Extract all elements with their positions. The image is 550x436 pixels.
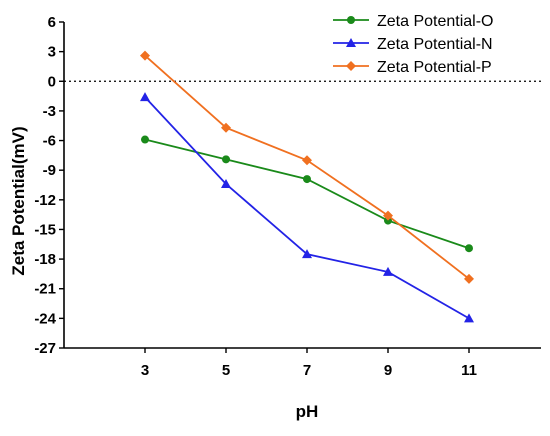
data-point (465, 244, 473, 253)
data-series (140, 50, 474, 323)
x-tick-label: 11 (461, 362, 477, 379)
x-tick-label: 3 (141, 362, 149, 379)
y-tick-label: 3 (48, 44, 56, 61)
series-2 (140, 50, 474, 284)
data-point (383, 266, 393, 276)
y-tick-label: -27 (34, 340, 56, 357)
y-tick-label: -15 (34, 221, 56, 238)
data-point (303, 175, 311, 184)
y-tick-label: -12 (34, 192, 56, 209)
axes (59, 21, 541, 353)
legend-label: Zeta Potential-P (377, 59, 492, 76)
y-axis-title: Zeta Potential(mV) (9, 126, 28, 275)
legend-item: Zeta Potential-P (333, 59, 492, 76)
data-point (221, 179, 231, 189)
tick-labels: 6 3 0 -3 -6 -9 -12 -15 -18 -21 -24 -27 3 5 7 9 11 (34, 14, 477, 379)
data-point (140, 92, 150, 102)
legend-label: Zeta Potential-O (377, 13, 494, 30)
y-tick-label: -9 (43, 162, 56, 179)
data-point (302, 249, 312, 259)
legend-marker (346, 61, 356, 71)
y-tick-label: -18 (34, 251, 56, 268)
series-line (144, 96, 470, 320)
data-point (141, 135, 149, 144)
legend-label: Zeta Potential-N (377, 36, 493, 53)
data-point (302, 155, 312, 166)
data-point (140, 50, 150, 61)
y-tick-label: -3 (43, 103, 56, 120)
data-point (222, 155, 230, 164)
y-tick-label: 6 (48, 14, 56, 31)
y-tick-label: -6 (43, 133, 56, 150)
data-point (464, 313, 474, 323)
legend: Zeta Potential-O Zeta Potential-N Zeta Pot… (333, 13, 494, 76)
legend-item: Zeta Potential-O (333, 13, 494, 30)
x-axis-title: pH (296, 402, 319, 421)
y-tick-label: 0 (48, 73, 56, 90)
data-point (383, 210, 393, 221)
series-0 (141, 135, 473, 253)
series-1 (140, 92, 474, 323)
y-tick-label: -21 (34, 281, 56, 298)
y-tick-label: -24 (34, 310, 56, 327)
x-tick-label: 7 (303, 362, 311, 379)
legend-marker (346, 38, 356, 47)
legend-item: Zeta Potential-N (333, 36, 493, 53)
series-line (144, 54, 470, 280)
x-tick-label: 5 (222, 362, 230, 379)
data-point (221, 122, 231, 133)
legend-marker (347, 16, 355, 24)
x-tick-label: 9 (384, 362, 392, 379)
data-point (464, 273, 474, 284)
